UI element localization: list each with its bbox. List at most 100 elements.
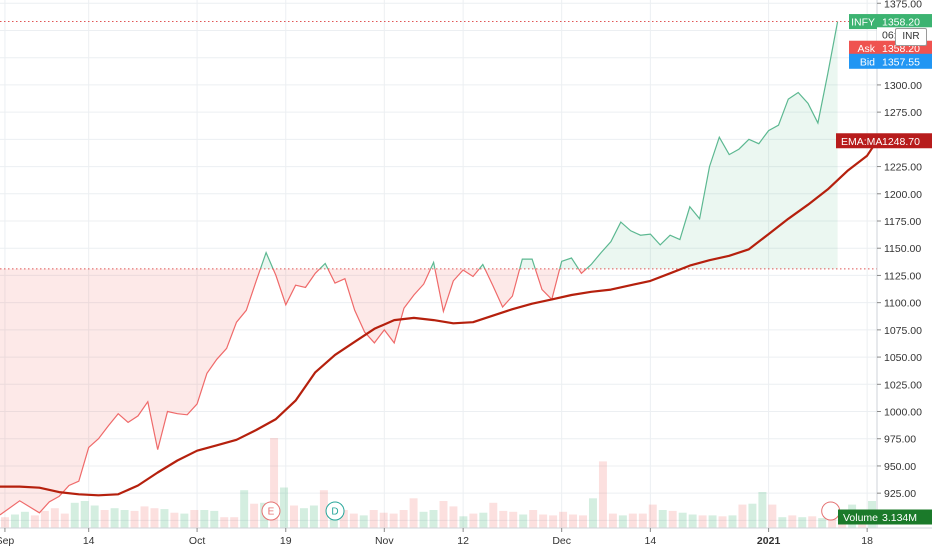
volume-bar: [369, 510, 378, 528]
price-line-up: [430, 260, 436, 270]
dividend-event-circle: [325, 501, 345, 521]
volume-bar: [170, 512, 179, 528]
price-line-up: [585, 21, 839, 270]
volume-bar: [240, 490, 249, 528]
volume-bar: [698, 515, 707, 528]
volume-bar: [220, 517, 229, 528]
volume-bar: [339, 510, 348, 528]
volume-tag-label: Volume: [843, 512, 878, 524]
price-line-down: [578, 268, 587, 275]
volume-bar: [509, 511, 518, 528]
volume-bar: [788, 515, 797, 528]
y-tick-label: 1150.00: [884, 243, 921, 255]
price-line-down: [0, 268, 261, 516]
symbol-price-tag-label-bg: [849, 14, 877, 30]
volume-bar: [728, 515, 737, 528]
ema-tag-bg: [836, 133, 932, 149]
volume-bar: [638, 513, 647, 528]
ask-price-tag-label-bg: [849, 40, 877, 56]
volume-bar: [40, 510, 49, 528]
price-line-down: [327, 268, 432, 345]
volume-tag-bg: [838, 509, 932, 525]
price-line-down: [534, 268, 561, 301]
volume-bar: [549, 515, 558, 528]
volume-bar: [379, 512, 388, 528]
earnings-event-circle: [261, 501, 281, 521]
price-area: [434, 268, 480, 312]
x-tick-label: Oct: [189, 535, 205, 547]
volume-bar: [798, 517, 807, 528]
volume-bar: [140, 506, 149, 528]
volume-bar: [359, 515, 368, 528]
volume-bar: [738, 504, 747, 528]
volume-bar: [319, 490, 328, 528]
volume-bar: [469, 513, 478, 528]
volume-bar: [150, 508, 159, 528]
volume-bar: [1, 517, 9, 528]
y-tick-label: 1100.00: [884, 298, 921, 310]
x-tick-label: Dec: [552, 535, 571, 547]
y-tick-label: 1225.00: [884, 162, 922, 174]
volume-bar: [748, 503, 757, 528]
volume-bar: [588, 498, 597, 528]
x-tick-label: Sep: [0, 535, 14, 547]
volume-bar: [678, 512, 687, 528]
price-area: [586, 21, 838, 269]
volume-bar: [200, 510, 209, 528]
volume-bar: [309, 505, 318, 528]
y-tick-label: 950.00: [884, 461, 916, 473]
volume-bar: [718, 516, 727, 528]
price-line: [0, 21, 839, 516]
x-tick-label: 19: [280, 535, 292, 547]
bid-price-tag-value: 1357.55: [882, 56, 920, 68]
y-axis: 900.00925.00950.00975.001000.001025.0010…: [876, 0, 932, 550]
y-tick-label: 1375.00: [884, 0, 922, 10]
volume-tag: Volume 3.134M: [838, 509, 932, 525]
volume-bar: [130, 510, 139, 528]
earnings-event-circle: [821, 501, 841, 521]
volume-bar: [479, 512, 488, 528]
price-area: [327, 268, 431, 343]
x-tick-label: 14: [83, 535, 95, 547]
volume-bar: [180, 513, 189, 528]
volume-bar: [569, 514, 578, 528]
symbol-price-tag-value: 1358.20: [882, 17, 920, 29]
earnings-event-marker[interactable]: [821, 501, 841, 521]
y-tick-label: 1075.00: [884, 325, 922, 337]
volume-bar: [668, 510, 677, 528]
bid-price-tag: Bid 1357.55: [849, 53, 932, 69]
volume-bar: [519, 514, 528, 528]
bid-price-tag-value-bg: [877, 53, 932, 69]
y-tick-label: 975.00: [884, 434, 916, 446]
volume-bar: [230, 517, 239, 528]
volume-tag-value: 3.134M: [882, 512, 917, 524]
earnings-event-label: E: [268, 507, 275, 518]
volume-bar: [579, 515, 587, 528]
volume-bar: [100, 510, 109, 528]
volume-bar: [439, 501, 448, 528]
volume-bar: [160, 509, 169, 528]
volume-bar: [70, 502, 79, 528]
ema-line: [0, 140, 878, 497]
earnings-event-marker[interactable]: E: [261, 501, 281, 521]
y-axis-bg: [877, 0, 932, 550]
price-line-down: [484, 268, 521, 309]
x-tick-label: Nov: [375, 535, 394, 547]
ask-price-tag: Ask 1358.20: [849, 40, 932, 56]
currency-label[interactable]: INR: [895, 28, 927, 46]
ema-tag-value: 1248.70: [882, 136, 920, 148]
volume-bar: [429, 510, 438, 528]
volume-bar: [10, 514, 19, 528]
dividend-event-marker[interactable]: D: [325, 501, 345, 521]
grid: [0, 0, 877, 528]
symbol-price-tag-value-bg: [877, 14, 932, 30]
volume-bar: [449, 506, 458, 528]
volume-bar: [120, 510, 129, 528]
volume-bar: [489, 502, 498, 528]
x-axis-bg: [0, 528, 932, 550]
y-tick-label: 1050.00: [884, 352, 922, 364]
y-tick-label: 925.00: [884, 488, 916, 500]
ema-tag-label: EMA:MA: [841, 136, 882, 148]
